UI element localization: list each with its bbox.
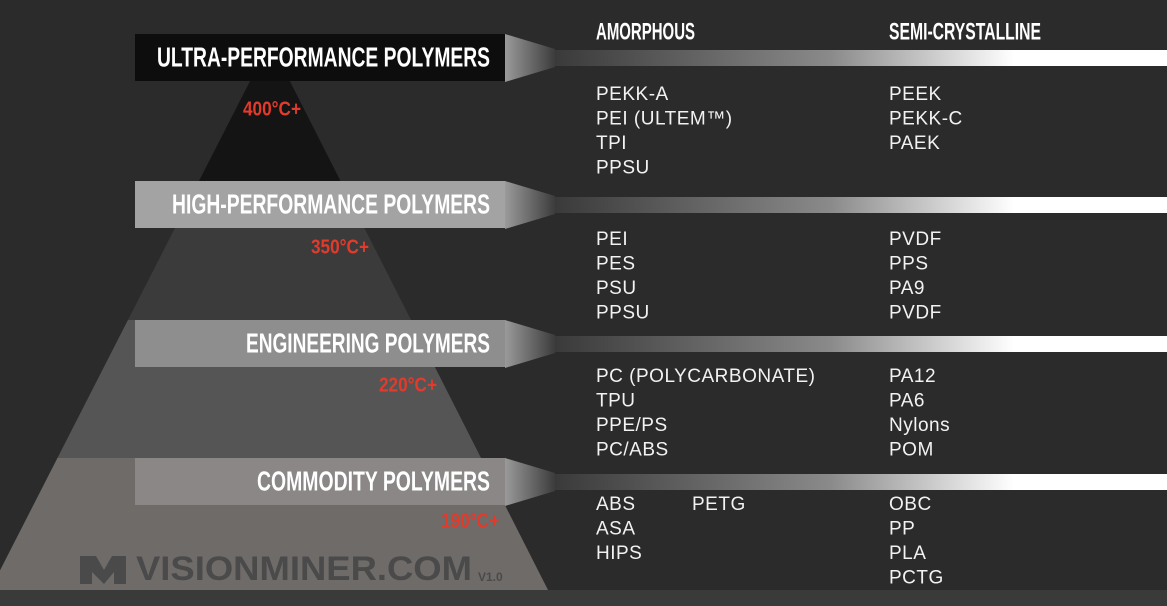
- connector: [505, 34, 555, 82]
- column-header: SEMI-CRYSTALLINE: [889, 18, 1041, 45]
- semi-crystalline-polymer: PVDF: [889, 303, 942, 324]
- watermark: VISIONMINER.COM V1.0: [80, 550, 503, 588]
- tier-name: ENGINEERING POLYMERS: [246, 327, 490, 358]
- divider-bar: [555, 50, 1167, 66]
- tier-temperature: 190°C+: [441, 510, 499, 532]
- amorphous-polymer: PPSU: [596, 158, 650, 179]
- connector: [505, 181, 555, 229]
- semi-crystalline-polymer: PPS: [889, 254, 929, 275]
- amorphous-polymer: PSU: [596, 278, 637, 299]
- divider-bar: [555, 197, 1167, 213]
- watermark-brand: VISIONMINER.COM: [136, 550, 472, 588]
- tier-name: HIGH-PERFORMANCE POLYMERS: [172, 188, 490, 219]
- semi-crystalline-polymer: PA9: [889, 278, 925, 299]
- connector: [505, 320, 555, 368]
- column-header: AMORPHOUS: [596, 18, 695, 45]
- amorphous-polymer: TPI: [596, 133, 627, 154]
- amorphous-polymer: PEI: [596, 229, 628, 250]
- semi-crystalline-polymer: PEKK-C: [889, 109, 963, 130]
- amorphous-polymer: PPE/PS: [596, 415, 668, 436]
- amorphous-polymer: PETG: [692, 494, 746, 515]
- tier-label-box: [135, 458, 505, 505]
- tier-temperature: 350°C+: [311, 236, 369, 258]
- semi-crystalline-polymer: PVDF: [889, 229, 942, 250]
- amorphous-polymer: PEI (ULTEM™): [596, 109, 733, 130]
- connector: [505, 458, 555, 506]
- amorphous-polymer: PC (POLYCARBONATE): [596, 366, 815, 387]
- watermark-version: V1.0: [478, 570, 503, 584]
- tier-label-box: [135, 320, 505, 367]
- semi-crystalline-polymer: OBC: [889, 494, 932, 515]
- tier-label-box: [135, 34, 505, 81]
- amorphous-polymer: HIPS: [596, 543, 642, 564]
- watermark-logo: [80, 556, 126, 584]
- semi-crystalline-polymer: PAEK: [889, 133, 940, 154]
- amorphous-polymer: PPSU: [596, 303, 650, 324]
- footer-strip: [0, 590, 1167, 606]
- tier-temperature: 400°C+: [243, 98, 301, 120]
- semi-crystalline-polymer: PCTG: [889, 568, 944, 589]
- amorphous-polymer: PEKK-A: [596, 84, 669, 105]
- tier-label-box: [135, 181, 505, 228]
- semi-crystalline-polymer: Nylons: [889, 415, 950, 436]
- semi-crystalline-polymer: PP: [889, 519, 915, 540]
- semi-crystalline-polymer: PA6: [889, 391, 925, 412]
- amorphous-polymer: ASA: [596, 519, 636, 540]
- divider-bar: [555, 336, 1167, 352]
- amorphous-polymer: PES: [596, 254, 636, 275]
- semi-crystalline-polymer: POM: [889, 440, 934, 461]
- amorphous-polymer: PC/ABS: [596, 440, 669, 461]
- tier-name: COMMODITY POLYMERS: [257, 465, 490, 496]
- semi-crystalline-polymer: PA12: [889, 366, 936, 387]
- tier-name: ULTRA-PERFORMANCE POLYMERS: [157, 41, 490, 72]
- semi-crystalline-polymer: PLA: [889, 543, 926, 564]
- tier-temperature: 220°C+: [379, 374, 437, 396]
- amorphous-polymer: ABS: [596, 494, 636, 515]
- divider-bar: [555, 474, 1167, 490]
- semi-crystalline-polymer: PEEK: [889, 84, 942, 105]
- amorphous-polymer: TPU: [596, 391, 636, 412]
